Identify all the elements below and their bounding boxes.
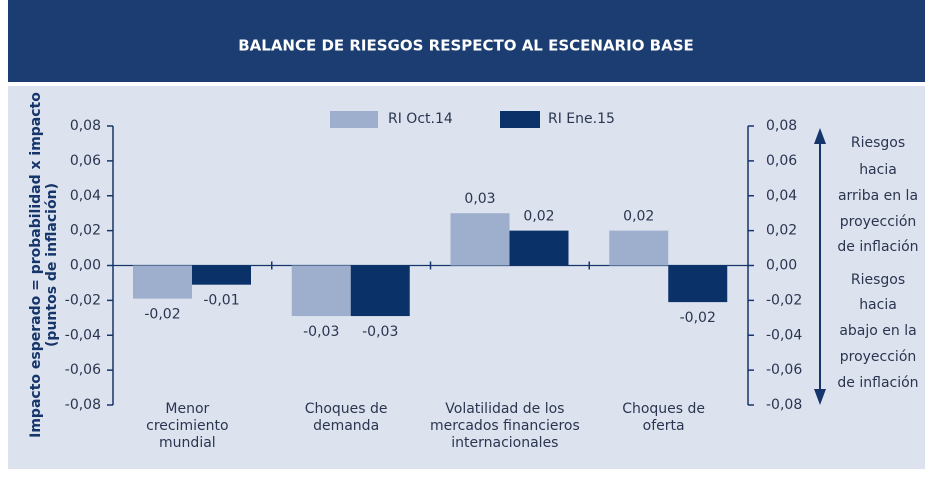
y-tick-label: 0,00 — [70, 258, 101, 274]
x-tick-label: demanda — [313, 418, 379, 434]
bar — [450, 213, 510, 266]
y-tick-label: 0,08 — [70, 118, 101, 134]
legend-label: RI Oct.14 — [388, 111, 453, 127]
annotation: Riesgos — [851, 135, 905, 151]
y-tick-label: -0,04 — [65, 327, 101, 343]
y2-tick-label: 0,04 — [766, 188, 797, 204]
arrow-head — [814, 128, 826, 144]
x-tick-label: Choques de — [305, 401, 388, 417]
x-tick-label: crecimiento — [146, 418, 228, 434]
chart-title: BALANCE DE RIESGOS RESPECTO AL ESCENARIO… — [238, 37, 694, 55]
value-label: -0,01 — [203, 293, 239, 309]
annotation: de inflación — [837, 239, 918, 255]
x-tick-label: Choques de — [622, 401, 705, 417]
bar — [291, 265, 351, 317]
x-tick-label: internacionales — [451, 435, 558, 451]
bar — [609, 230, 669, 266]
title-banner — [8, 0, 925, 82]
x-tick-label: oferta — [643, 418, 685, 434]
bar — [133, 265, 192, 299]
arrow-head — [814, 389, 826, 405]
y2-tick-label: -0,04 — [766, 327, 802, 343]
bar — [509, 230, 569, 266]
bar — [192, 265, 251, 285]
annotation: hacia — [859, 297, 897, 313]
annotation: arriba en la — [838, 188, 918, 204]
y2-tick-label: 0,02 — [766, 223, 797, 239]
annotation: Riesgos — [851, 272, 905, 288]
annotation: proyección — [840, 214, 917, 230]
value-label: -0,03 — [362, 324, 398, 340]
y-axis-label: Impacto esperado = probabilidad x impact… — [28, 92, 44, 438]
y2-tick-label: -0,06 — [766, 362, 802, 378]
value-label: 0,03 — [464, 191, 495, 207]
y-tick-label: 0,04 — [70, 188, 101, 204]
y2-tick-label: -0,02 — [766, 292, 802, 308]
value-label: -0,02 — [144, 307, 180, 323]
legend-label: RI Ene.15 — [548, 111, 615, 127]
annotation: de inflación — [837, 375, 918, 391]
legend-swatch — [500, 111, 540, 128]
value-label: -0,02 — [680, 310, 716, 326]
annotation: hacia — [859, 162, 897, 178]
legend-swatch — [330, 111, 378, 128]
x-tick-label: Menor — [165, 401, 209, 417]
x-tick-label: mundial — [159, 435, 216, 451]
y-tick-label: -0,02 — [65, 292, 101, 308]
y2-tick-label: -0,08 — [766, 397, 802, 413]
x-tick-label: Volatilidad de los — [445, 401, 564, 417]
bar — [350, 265, 410, 317]
y-axis-label: (puntos de inflación) — [44, 183, 60, 347]
y2-tick-label: 0,00 — [766, 258, 797, 274]
value-label: -0,03 — [303, 324, 339, 340]
x-tick-label: mercados financieros — [430, 418, 580, 434]
y-tick-label: -0,08 — [65, 397, 101, 413]
bar — [668, 265, 728, 303]
annotation: abajo en la — [839, 323, 916, 339]
value-label: 0,02 — [523, 209, 554, 225]
y-tick-label: 0,06 — [70, 153, 101, 169]
y2-tick-label: 0,08 — [766, 118, 797, 134]
y-tick-label: 0,02 — [70, 223, 101, 239]
annotation: proyección — [840, 349, 917, 365]
y-tick-label: -0,06 — [65, 362, 101, 378]
y2-tick-label: 0,06 — [766, 153, 797, 169]
value-label: 0,02 — [623, 209, 654, 225]
